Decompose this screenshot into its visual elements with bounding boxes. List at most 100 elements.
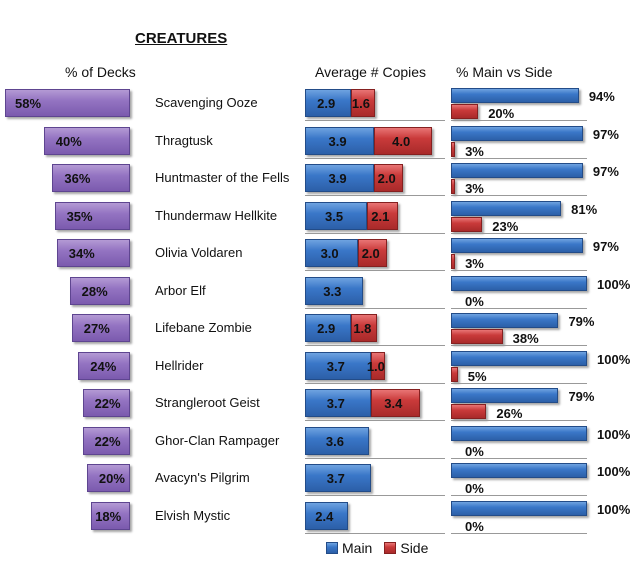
legend-swatch-main xyxy=(326,542,338,554)
avg-row-separator xyxy=(305,157,445,159)
mvs-side-label: 0% xyxy=(465,293,484,309)
pct-bar xyxy=(5,89,130,117)
mvs-side-label: 5% xyxy=(467,368,487,384)
pct-label: 58% xyxy=(15,96,42,111)
mvs-side-label: 0% xyxy=(465,481,484,496)
mvs-side-bar xyxy=(451,104,479,119)
mvs-main-label: 100% xyxy=(597,501,631,517)
mvs-side-label: 26% xyxy=(496,406,523,421)
mvs-row-separator xyxy=(451,232,587,234)
avg-side-label: 2.0 xyxy=(361,246,380,261)
mvs-main-label: 97% xyxy=(592,126,619,142)
avg-side-bar xyxy=(370,389,420,417)
avg-row-separator xyxy=(305,382,445,384)
pct-bar xyxy=(43,126,130,155)
avg-main-bar xyxy=(305,276,364,305)
pct-label: 27% xyxy=(83,321,110,336)
category-label: Elvish Mystic xyxy=(155,507,231,523)
mvs-main-bar xyxy=(451,388,559,403)
avg-main-bar xyxy=(305,426,369,455)
avg-main-label: 3.5 xyxy=(325,208,344,224)
mvs-side-label: 3% xyxy=(465,181,484,196)
mvs-main-label: 94% xyxy=(588,89,615,104)
avg-main-label: 2.9 xyxy=(317,96,336,111)
pct-label: 40% xyxy=(55,133,82,149)
category-label: Thragtusk xyxy=(155,132,213,148)
mvs-main-bar xyxy=(451,275,587,291)
mvs-row-separator xyxy=(451,382,587,384)
pct-bar xyxy=(52,164,130,192)
category-label: Arbor Elf xyxy=(155,282,206,298)
avg-side-label: 4.0 xyxy=(392,133,411,149)
avg-main-bar xyxy=(305,501,348,530)
avg-main-label: 3.6 xyxy=(325,433,344,449)
avg-main-label: 3.9 xyxy=(328,133,347,149)
mvs-side-label: 3% xyxy=(465,256,484,271)
category-label: Lifebane Zombie xyxy=(155,320,252,335)
header-pct-decks: % of Decks xyxy=(65,64,136,80)
avg-main-bar xyxy=(305,126,375,155)
pct-label: 20% xyxy=(98,471,125,486)
mvs-main-label: 81% xyxy=(571,201,598,217)
avg-main-label: 3.7 xyxy=(326,471,345,486)
avg-main-label: 3.7 xyxy=(326,358,345,374)
avg-row-separator xyxy=(305,232,445,234)
mvs-row-separator xyxy=(451,307,587,309)
avg-main-bar xyxy=(305,201,368,230)
avg-row-separator xyxy=(305,120,445,121)
pct-bar xyxy=(91,501,130,530)
avg-main-bar xyxy=(305,89,352,117)
mvs-main-bar xyxy=(451,425,587,441)
mvs-main-bar xyxy=(451,200,562,216)
mvs-side-bar xyxy=(451,216,483,232)
category-label: Hellrider xyxy=(155,357,204,373)
legend-label-main: Main xyxy=(342,540,373,556)
pct-label: 34% xyxy=(68,246,95,261)
category-label: Olivia Voldaren xyxy=(155,245,243,260)
avg-main-bar xyxy=(305,164,375,192)
avg-row-separator xyxy=(305,532,445,534)
header-avg-copies: Average # Copies xyxy=(315,64,427,80)
avg-side-bar xyxy=(351,314,378,342)
avg-main-label: 3.0 xyxy=(320,246,339,261)
mvs-row-separator xyxy=(451,495,587,496)
mvs-row-separator xyxy=(451,270,587,271)
mvs-row-separator xyxy=(451,420,587,421)
avg-side-label: 2.1 xyxy=(371,208,390,224)
mvs-main-bar xyxy=(451,125,583,141)
mvs-row-separator xyxy=(451,532,587,534)
pct-bar xyxy=(71,314,130,342)
mvs-side-bar xyxy=(451,329,503,344)
avg-main-label: 2.4 xyxy=(315,508,334,524)
mvs-side-bar xyxy=(451,254,456,269)
mvs-row-separator xyxy=(451,195,587,196)
avg-row-separator xyxy=(305,270,445,271)
avg-main-bar xyxy=(305,464,371,492)
avg-main-bar xyxy=(305,239,359,267)
pct-label: 22% xyxy=(94,396,121,411)
mvs-row-separator xyxy=(451,157,587,159)
avg-row-separator xyxy=(305,457,445,459)
avg-main-bar xyxy=(305,351,371,380)
pct-label: 18% xyxy=(95,508,122,524)
mvs-main-label: 79% xyxy=(568,389,595,404)
avg-side-label: 1.8 xyxy=(353,321,372,336)
avg-main-label: 3.3 xyxy=(323,283,342,299)
avg-side-label: 1.0 xyxy=(366,358,385,374)
avg-side-bar xyxy=(367,201,398,230)
mvs-row-separator xyxy=(451,345,587,346)
category-label: Avacyn's Pilgrim xyxy=(155,470,250,485)
avg-row-separator xyxy=(305,195,445,196)
mvs-main-label: 100% xyxy=(597,426,631,442)
legend-swatch-side xyxy=(384,542,397,554)
pct-bar xyxy=(78,351,130,380)
avg-side-bar xyxy=(374,126,433,155)
avg-side-bar xyxy=(374,164,404,192)
mvs-main-label: 100% xyxy=(597,351,631,367)
mvs-main-bar xyxy=(451,163,583,178)
avg-row-separator xyxy=(305,495,445,496)
mvs-row-separator xyxy=(451,457,587,459)
avg-side-label: 2.0 xyxy=(377,171,396,186)
category-label: Ghor-Clan Rampager xyxy=(155,432,280,448)
avg-row-separator xyxy=(305,345,445,346)
